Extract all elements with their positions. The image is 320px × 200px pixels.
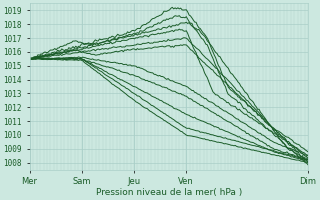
X-axis label: Pression niveau de la mer( hPa ): Pression niveau de la mer( hPa ) — [96, 188, 242, 197]
